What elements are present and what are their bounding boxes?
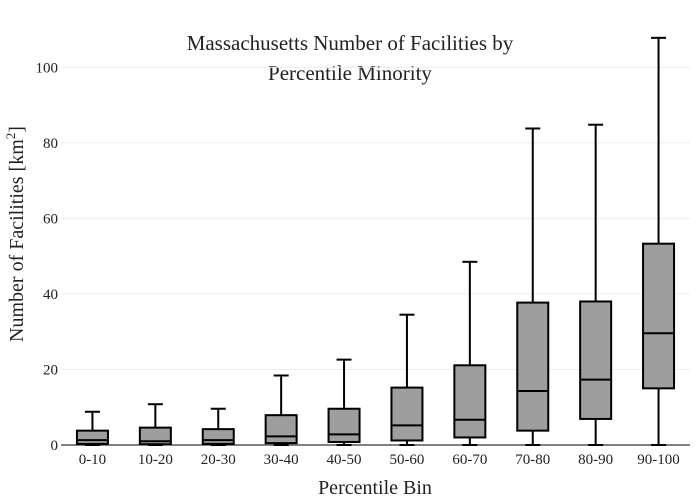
y-tick-label: 60 [43, 211, 58, 227]
iqr-box [642, 242, 676, 390]
x-tick-label: 50-60 [389, 452, 424, 468]
box-70-80 [516, 127, 550, 446]
iqr-box [390, 386, 424, 442]
x-tick-label: 10-20 [138, 452, 173, 468]
y-tick-label: 100 [36, 60, 59, 76]
chart-title-line-2: Percentile Minority [268, 61, 432, 85]
y-tick-label: 20 [43, 362, 58, 378]
x-tick-label: 40-50 [327, 452, 362, 468]
boxes [75, 36, 676, 446]
box-50-60 [390, 313, 424, 446]
x-tick-label: 70-80 [515, 452, 550, 468]
y-axis-title-main: Number of Facilities [6, 176, 28, 342]
y-axis-title-close-bracket: ] [6, 126, 28, 133]
y-axis-ticks: 0 20 40 60 80 100 [36, 60, 59, 454]
iqr-box [516, 301, 550, 432]
iqr-box [138, 426, 172, 446]
x-axis-title: Percentile Bin [318, 477, 432, 499]
box-10-20 [138, 403, 172, 446]
box-30-40 [264, 374, 298, 446]
x-axis-ticks: 0-10 10-20 20-30 30-40 40-50 50-60 60-70 70-80 8… [79, 452, 680, 468]
y-axis-title-open-bracket: [ [6, 165, 28, 177]
y-tick-label: 40 [43, 287, 58, 303]
box-20-30 [201, 407, 235, 446]
chart-title-line-1: Massachusetts Number of Facilities by [187, 31, 514, 55]
iqr-box [579, 300, 613, 420]
iqr-box [201, 428, 235, 445]
y-tick-label: 80 [43, 136, 58, 152]
iqr-box [327, 407, 361, 443]
iqr-box [264, 414, 298, 445]
iqr-box [453, 364, 487, 439]
y-tick-label: 0 [51, 438, 59, 454]
x-tick-label: 80-90 [578, 452, 613, 468]
x-tick-label: 30-40 [264, 452, 299, 468]
box-80-90 [579, 123, 613, 446]
box-0-10 [75, 410, 109, 446]
y-axis-title: Number of Facilities [km2] [3, 126, 28, 342]
y-axis-title-unit-exponent: 2 [3, 133, 18, 140]
box-60-70 [453, 260, 487, 446]
box-40-50 [327, 358, 361, 446]
x-tick-label: 60-70 [452, 452, 487, 468]
x-tick-label: 0-10 [79, 452, 107, 468]
iqr-box [75, 429, 109, 445]
x-tick-label: 20-30 [201, 452, 236, 468]
y-axis-title-unit: km [6, 139, 28, 165]
x-tick-label: 90-100 [637, 452, 680, 468]
box-90-100 [642, 36, 676, 446]
